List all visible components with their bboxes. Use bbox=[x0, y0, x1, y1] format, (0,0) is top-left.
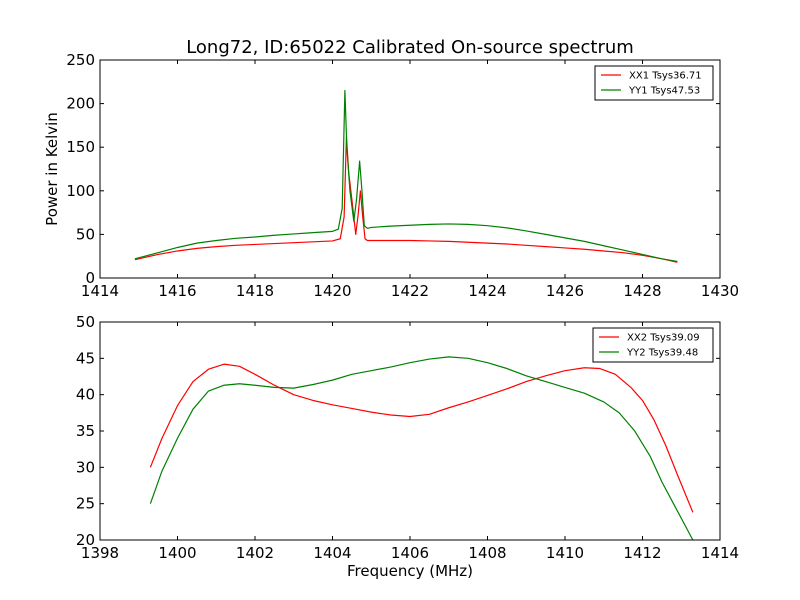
x-tick-label: 1428 bbox=[623, 282, 661, 300]
x-tick-label: 1430 bbox=[701, 282, 739, 300]
bottom-chart: 1398 1400 1402 1404 1406 1408 1410 1412 1414 20 25… bbox=[76, 313, 739, 580]
y-tick-label: 200 bbox=[66, 95, 95, 113]
x-tick-label: 1424 bbox=[468, 282, 506, 300]
chart-title: Long72, ID:65022 Calibrated On-source sp… bbox=[186, 37, 634, 58]
y-tick-label: 150 bbox=[66, 138, 95, 156]
x-axis-label: Frequency (MHz) bbox=[347, 562, 473, 580]
y-tick-label: 20 bbox=[76, 531, 95, 549]
x-tick-label: 1418 bbox=[236, 282, 274, 300]
x-tick-label: 1398 bbox=[81, 544, 119, 562]
legend-entry: XX1 Tsys36.71 bbox=[629, 71, 702, 82]
legend-entry: YY1 Tsys47.53 bbox=[628, 86, 700, 97]
x-tick-label: 1406 bbox=[391, 544, 429, 562]
y-tick-label: 50 bbox=[76, 313, 95, 331]
y-axis-label: Power in Kelvin bbox=[43, 112, 61, 226]
y-tick-label: 250 bbox=[66, 51, 95, 69]
y-tick-label: 25 bbox=[76, 495, 95, 513]
legend-box bbox=[594, 65, 714, 101]
series-line-2 bbox=[134, 89, 678, 263]
y-tick-label: 35 bbox=[76, 422, 95, 440]
y-tick-label: 100 bbox=[66, 182, 95, 200]
x-tick-label: 1416 bbox=[158, 282, 196, 300]
x-tick-label: 1414 bbox=[701, 544, 739, 562]
series-line-1 bbox=[149, 363, 694, 513]
x-tick-label: 1414 bbox=[81, 282, 119, 300]
x-tick-label: 1400 bbox=[158, 544, 196, 562]
legend: XX1 Tsys36.71 YY1 Tsys47.53 bbox=[594, 65, 714, 101]
y-tick-label: 40 bbox=[76, 386, 95, 404]
y-tick-label: 50 bbox=[76, 225, 95, 243]
legend: XX2 Tsys39.09 YY2 Tsys39.48 bbox=[592, 327, 714, 363]
legend-entry: YY2 Tsys39.48 bbox=[626, 348, 698, 359]
x-tick-label: 1404 bbox=[313, 544, 351, 562]
x-tick-label: 1402 bbox=[236, 544, 274, 562]
x-tick-label: 1412 bbox=[623, 544, 661, 562]
x-tick-label: 1420 bbox=[313, 282, 351, 300]
x-tick-label: 1408 bbox=[468, 544, 506, 562]
legend-entry: XX2 Tsys39.09 bbox=[627, 333, 700, 344]
legend-box bbox=[592, 327, 714, 363]
top-chart: 1414 1416 1418 1420 1422 1424 1426 1428 1430 0 50 1… bbox=[43, 51, 739, 300]
series-line-1 bbox=[134, 136, 678, 263]
x-tick-label: 1426 bbox=[546, 282, 584, 300]
x-tick-label: 1410 bbox=[546, 544, 584, 562]
series-line-2 bbox=[149, 356, 694, 540]
x-tick-label: 1422 bbox=[391, 282, 429, 300]
y-tick-label: 0 bbox=[85, 269, 95, 287]
y-tick-label: 45 bbox=[76, 349, 95, 367]
y-tick-label: 30 bbox=[76, 458, 95, 476]
